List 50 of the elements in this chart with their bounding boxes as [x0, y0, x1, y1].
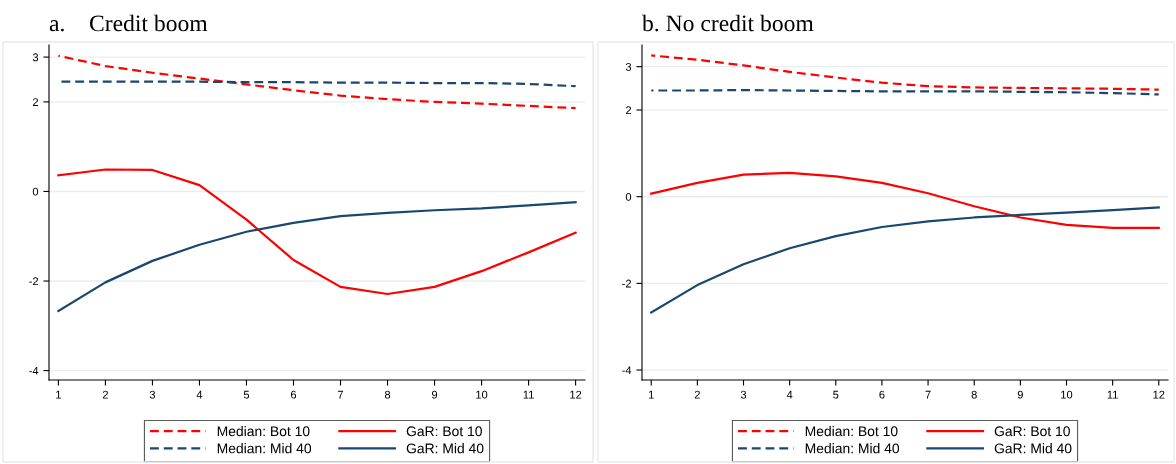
- x-tick-label: 10: [1061, 390, 1073, 399]
- legend-label: Median: Mid 40: [217, 443, 312, 454]
- y-tick-label: -2: [622, 279, 632, 288]
- line-series: [57, 168, 577, 296]
- legend-label: Median: Bot 10: [217, 426, 310, 437]
- x-tick-label: 4: [196, 390, 203, 399]
- line-series: [57, 201, 577, 313]
- y-tick-label: 2: [32, 98, 39, 106]
- x-tick-label: 5: [243, 390, 250, 399]
- x-tick-label: 11: [523, 390, 534, 399]
- y-tick-label: 2: [625, 106, 632, 115]
- x-tick-label: 2: [102, 390, 108, 399]
- line-series: [650, 54, 1160, 91]
- y-tick-label: 3: [625, 62, 632, 71]
- line-series: [650, 171, 1160, 229]
- x-tick-label: 6: [879, 390, 885, 399]
- y-tick-label: -2: [29, 277, 39, 286]
- y-tick-label: 0: [625, 192, 632, 201]
- legend-label: Median: Mid 40: [805, 443, 900, 454]
- x-tick-label: 3: [740, 390, 747, 399]
- y-tick-label: 3: [32, 53, 39, 62]
- x-tick-label: 8: [384, 390, 391, 399]
- x-tick-label: 12: [1153, 390, 1165, 399]
- legend-label: Median: Bot 10: [805, 426, 898, 437]
- x-tick-label: 1: [56, 390, 61, 399]
- x-tick-label: 5: [833, 390, 839, 399]
- legend-label: GaR: Bot 10: [406, 426, 482, 437]
- x-tick-label: 6: [290, 390, 297, 399]
- line-series: [57, 54, 577, 110]
- y-tick-label: -4: [622, 366, 632, 375]
- x-tick-label: 10: [476, 390, 488, 399]
- x-tick-label: 7: [337, 390, 344, 399]
- x-tick-label: 3: [149, 390, 156, 399]
- x-tick-label: 8: [971, 390, 977, 399]
- x-tick-label: 2: [694, 390, 700, 399]
- y-tick-label: -4: [29, 366, 39, 375]
- x-tick-label: 12: [570, 390, 582, 399]
- x-tick-label: 9: [1017, 390, 1023, 399]
- x-tick-label: 7: [925, 390, 931, 399]
- x-tick-label: 9: [431, 390, 438, 399]
- x-tick-label: 4: [786, 390, 793, 399]
- line-series: [650, 206, 1160, 314]
- legend-label: GaR: Bot 10: [994, 426, 1070, 437]
- chart-title: b. No credit boom: [642, 14, 814, 32]
- x-tick-label: 1: [648, 390, 654, 399]
- legend-label: GaR: Mid 40: [406, 443, 484, 454]
- chart-title: a. Credit boom: [49, 14, 208, 32]
- x-tick-label: 11: [1107, 390, 1118, 399]
- y-tick-label: 0: [32, 187, 39, 196]
- legend-label: GaR: Mid 40: [994, 443, 1072, 454]
